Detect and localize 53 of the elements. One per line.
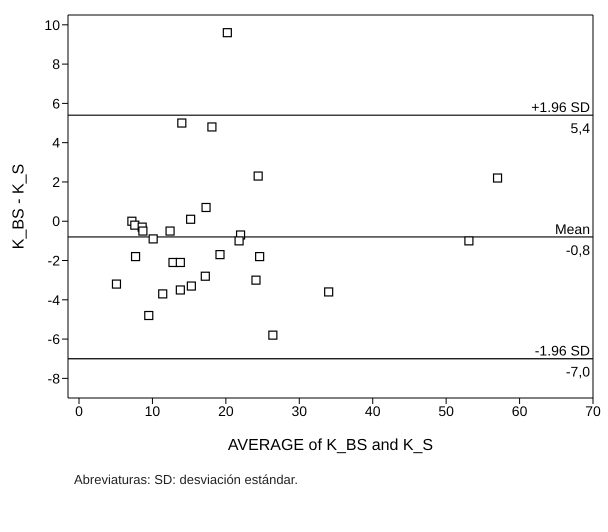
point <box>207 122 217 132</box>
point <box>186 214 196 224</box>
point <box>112 279 122 289</box>
point <box>130 252 140 262</box>
annotation: -7,0 <box>566 364 590 380</box>
x-tick-label: 50 <box>438 402 454 419</box>
x-tick-label: 40 <box>364 402 381 419</box>
point <box>130 220 140 230</box>
point <box>200 272 210 281</box>
y-tick-label: 10 <box>44 16 60 33</box>
x-tick-label: 10 <box>144 402 160 419</box>
x-tick-label: 0 <box>75 402 84 419</box>
ref-line-label: Mean <box>554 220 590 237</box>
annotation: -0,8 <box>566 242 590 258</box>
y-tick-label: -2 <box>48 252 60 268</box>
x-tick-label: 70 <box>585 402 601 419</box>
y-tick-label: -8 <box>48 370 60 386</box>
point <box>268 330 278 340</box>
y-tick-label: 2 <box>52 174 60 190</box>
y-tick-label: 0 <box>52 213 60 230</box>
ref-line-label: -1.96 SD <box>534 342 590 359</box>
y-tick-label: -6 <box>48 331 60 348</box>
point <box>138 226 148 236</box>
point <box>255 252 264 262</box>
point <box>144 310 154 320</box>
point <box>464 236 474 246</box>
y-axis-title: K_BS - K_S <box>10 164 28 250</box>
x-axis-title: AVERAGE of K_BS and K_S <box>228 437 434 454</box>
point <box>215 250 225 260</box>
y-tick-label: -4 <box>48 292 60 308</box>
annotation: 5,4 <box>570 120 590 136</box>
point <box>251 276 261 285</box>
point <box>177 118 186 128</box>
point <box>158 289 168 299</box>
point <box>222 28 232 38</box>
x-tick-label: 30 <box>292 402 308 419</box>
point <box>234 236 244 246</box>
y-tick-label: 6 <box>52 95 60 112</box>
point <box>324 287 334 297</box>
point <box>176 258 185 268</box>
point <box>186 281 196 291</box>
text: Abreviaturas: SD: desviación estándar. <box>74 472 300 487</box>
y-tick-label: 4 <box>52 134 60 151</box>
y-tick-label: 8 <box>52 56 60 72</box>
point <box>165 226 175 236</box>
point <box>492 173 502 183</box>
point <box>148 234 158 244</box>
point <box>201 202 211 212</box>
ref-line-label: +1.96 SD <box>531 99 590 116</box>
x-tick-label: 60 <box>512 402 528 419</box>
point <box>254 171 263 181</box>
x-tick-label: 20 <box>218 402 234 419</box>
point <box>176 285 185 295</box>
